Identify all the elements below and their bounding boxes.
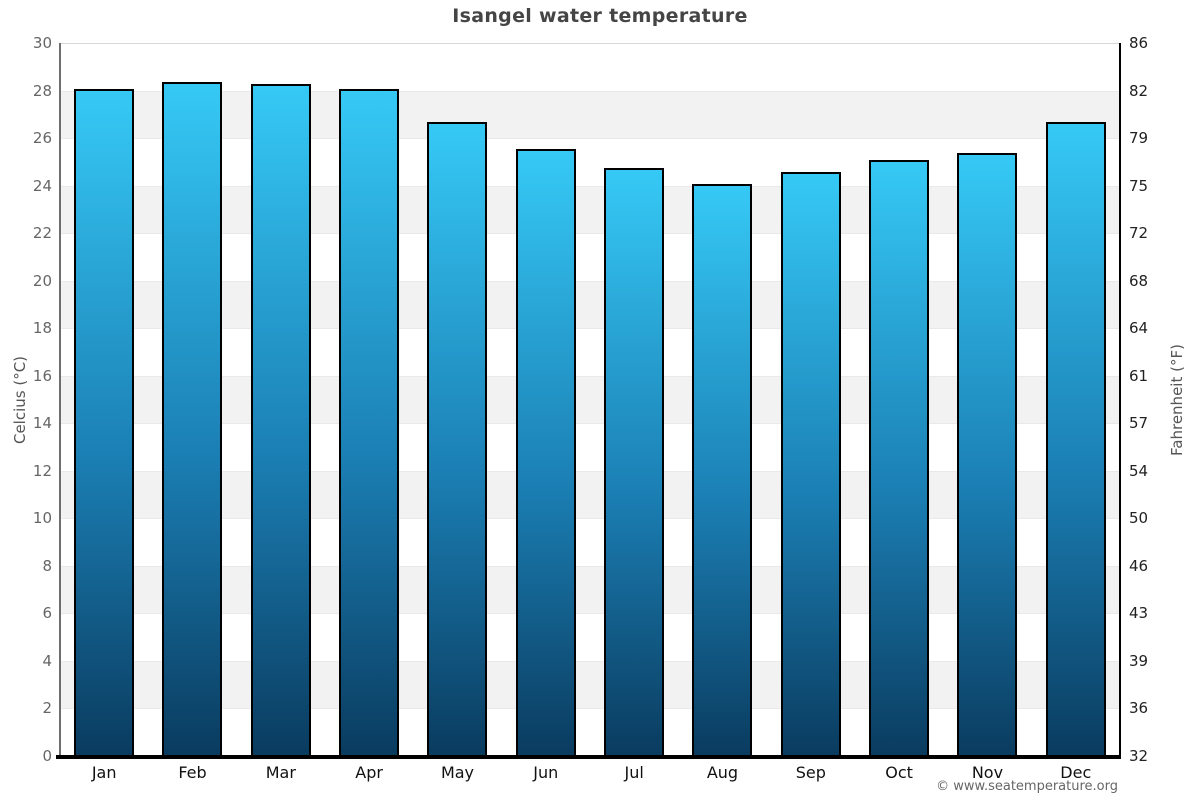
x-axis-baseline bbox=[56, 755, 1121, 759]
x-tick-jun: Jun bbox=[533, 763, 559, 782]
bar-series bbox=[60, 44, 1120, 757]
x-tick-nov: Nov bbox=[971, 763, 1004, 782]
celsius-tick-10: 10 bbox=[32, 509, 52, 528]
left-axis-line bbox=[59, 43, 61, 756]
fahrenheit-tick-68: 68 bbox=[1129, 271, 1149, 290]
bar-slot-oct bbox=[855, 44, 943, 757]
bar-aug[interactable] bbox=[692, 184, 753, 757]
grid-band bbox=[60, 281, 1120, 330]
bar-feb[interactable] bbox=[162, 82, 223, 757]
celsius-tick-18: 18 bbox=[32, 319, 52, 338]
bar-nov[interactable] bbox=[957, 153, 1018, 757]
celsius-tick-24: 24 bbox=[32, 176, 52, 195]
bar-apr[interactable] bbox=[339, 89, 400, 757]
plot-area bbox=[60, 43, 1120, 757]
bar-mar[interactable] bbox=[250, 84, 311, 757]
celsius-tick-14: 14 bbox=[32, 414, 52, 433]
celsius-tick-16: 16 bbox=[32, 366, 52, 385]
bar-may[interactable] bbox=[427, 122, 488, 757]
grid-band bbox=[60, 376, 1120, 425]
bar-slot-aug bbox=[678, 44, 766, 757]
fahrenheit-tick-36: 36 bbox=[1129, 699, 1149, 718]
bar-jan[interactable] bbox=[74, 89, 135, 757]
celsius-tick-0: 0 bbox=[42, 747, 52, 765]
celsius-tick-6: 6 bbox=[42, 604, 52, 623]
x-tick-mar: Mar bbox=[265, 763, 296, 782]
celsius-tick-4: 4 bbox=[42, 651, 52, 670]
grid-band bbox=[60, 329, 1120, 377]
fahrenheit-tick-43: 43 bbox=[1129, 604, 1149, 623]
grid-band bbox=[60, 519, 1120, 567]
fahrenheit-tick-79: 79 bbox=[1129, 129, 1149, 148]
bar-sep[interactable] bbox=[780, 172, 841, 757]
fahrenheit-tick-61: 61 bbox=[1129, 366, 1149, 385]
celsius-tick-28: 28 bbox=[32, 81, 52, 100]
celsius-tick-2: 2 bbox=[42, 699, 52, 718]
x-tick-may: May bbox=[440, 763, 475, 782]
copyright-credit: © www.seatemperature.org bbox=[936, 779, 1118, 794]
grid-band bbox=[60, 614, 1120, 662]
fahrenheit-tick-32: 32 bbox=[1129, 747, 1149, 765]
bar-slot-jul bbox=[590, 44, 678, 757]
grid-band bbox=[60, 424, 1120, 472]
bar-slot-may bbox=[413, 44, 501, 757]
grid-band bbox=[60, 661, 1120, 710]
x-axis-month-labels: Jan Feb Mar Apr May Jun Jul Aug Sep Oct Nov Dec bbox=[60, 763, 1120, 782]
bar-jul[interactable] bbox=[604, 167, 665, 757]
fahrenheit-tick-39: 39 bbox=[1129, 651, 1149, 670]
x-tick-feb: Feb bbox=[178, 763, 207, 782]
celsius-tick-22: 22 bbox=[32, 224, 52, 243]
fahrenheit-tick-72: 72 bbox=[1129, 224, 1149, 243]
grid-band bbox=[60, 566, 1120, 615]
x-tick-dec: Dec bbox=[1060, 763, 1092, 782]
grid-band bbox=[60, 139, 1120, 187]
celsius-tick-8: 8 bbox=[42, 556, 52, 575]
bar-slot-nov bbox=[943, 44, 1031, 757]
fahrenheit-tick-50: 50 bbox=[1129, 509, 1149, 528]
fahrenheit-tick-46: 46 bbox=[1129, 556, 1149, 575]
fahrenheit-tick-64: 64 bbox=[1129, 319, 1149, 338]
y-axis-title-fahrenheit: Fahrenheit (°F) bbox=[1168, 344, 1186, 456]
chart-title: Isangel water temperature bbox=[452, 5, 748, 27]
x-tick-jul: Jul bbox=[624, 763, 644, 782]
bar-slot-dec bbox=[1032, 44, 1120, 757]
grid-band bbox=[60, 91, 1120, 140]
bar-slot-jan bbox=[60, 44, 148, 757]
x-tick-oct: Oct bbox=[885, 763, 913, 782]
bar-jun[interactable] bbox=[515, 148, 576, 757]
bar-slot-mar bbox=[237, 44, 325, 757]
bar-slot-apr bbox=[325, 44, 413, 757]
fahrenheit-tick-82: 82 bbox=[1129, 81, 1149, 100]
grid-band bbox=[60, 234, 1120, 282]
celsius-tick-26: 26 bbox=[32, 129, 52, 148]
bar-slot-feb bbox=[148, 44, 236, 757]
bar-oct[interactable] bbox=[869, 160, 930, 757]
grid-band bbox=[60, 186, 1120, 235]
celsius-tick-12: 12 bbox=[32, 461, 52, 480]
bar-dec[interactable] bbox=[1045, 122, 1106, 757]
celsius-tick-30: 30 bbox=[32, 34, 52, 52]
fahrenheit-tick-57: 57 bbox=[1129, 414, 1149, 433]
right-axis-line bbox=[1119, 43, 1121, 756]
grid-band bbox=[60, 44, 1120, 92]
x-tick-apr: Apr bbox=[355, 763, 383, 782]
bar-slot-sep bbox=[767, 44, 855, 757]
x-tick-sep: Sep bbox=[795, 763, 826, 782]
x-tick-jan: Jan bbox=[91, 763, 117, 782]
celsius-tick-20: 20 bbox=[32, 271, 52, 290]
fahrenheit-tick-54: 54 bbox=[1129, 461, 1149, 480]
x-tick-aug: Aug bbox=[706, 763, 739, 782]
fahrenheit-tick-75: 75 bbox=[1129, 176, 1149, 195]
bar-slot-jun bbox=[502, 44, 590, 757]
grid-band bbox=[60, 471, 1120, 520]
fahrenheit-tick-86: 86 bbox=[1129, 34, 1149, 52]
